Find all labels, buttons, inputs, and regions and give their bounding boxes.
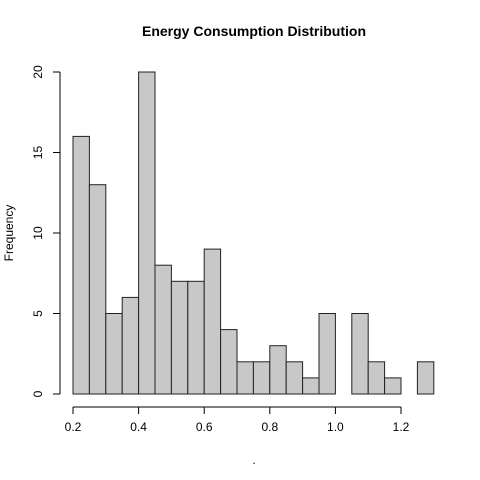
histogram-bar	[367, 361, 386, 395]
x-tick-label: 0.4	[130, 420, 147, 434]
histogram-bar	[170, 280, 189, 395]
y-tick-label: 15	[31, 146, 45, 160]
histogram-bar	[269, 345, 287, 395]
histogram-bar	[203, 248, 222, 395]
histogram-bar	[220, 329, 238, 395]
y-axis-title: Frequency	[2, 205, 16, 262]
y-tick-label: 0	[31, 390, 45, 397]
histogram-bar	[416, 361, 435, 395]
x-axis: 0.2 0.4 0.6 0.8 1.0 1.2	[65, 406, 410, 434]
bars-group	[72, 71, 435, 395]
histogram-bar	[121, 296, 140, 395]
histogram-bar	[236, 361, 254, 395]
histogram-bar	[88, 184, 107, 395]
histogram-bar	[252, 361, 271, 395]
x-tick-label: 0.2	[65, 420, 82, 434]
y-axis: 0 5 10 15 20	[31, 65, 61, 397]
histogram-bar	[187, 280, 205, 395]
y-tick-label: 20	[31, 65, 45, 79]
histogram-bar	[302, 377, 320, 395]
y-tick-label: 10	[31, 226, 45, 240]
chart-title: Energy Consumption Distribution	[142, 23, 366, 39]
histogram-bar	[318, 313, 336, 395]
histogram-bar	[105, 313, 123, 395]
histogram-bar	[285, 361, 304, 395]
x-tick-label: 0.8	[261, 420, 278, 434]
x-axis-title: .	[252, 453, 255, 467]
histogram-bar	[384, 377, 402, 395]
histogram-bar	[138, 71, 156, 395]
histogram-bar	[351, 313, 369, 395]
histogram-bar	[154, 264, 172, 395]
x-tick-label: 1.0	[327, 420, 344, 434]
x-tick-label: 0.6	[196, 420, 213, 434]
y-tick-label: 5	[31, 310, 45, 317]
x-tick-label: 1.2	[393, 420, 410, 434]
histogram-bar	[72, 135, 90, 395]
